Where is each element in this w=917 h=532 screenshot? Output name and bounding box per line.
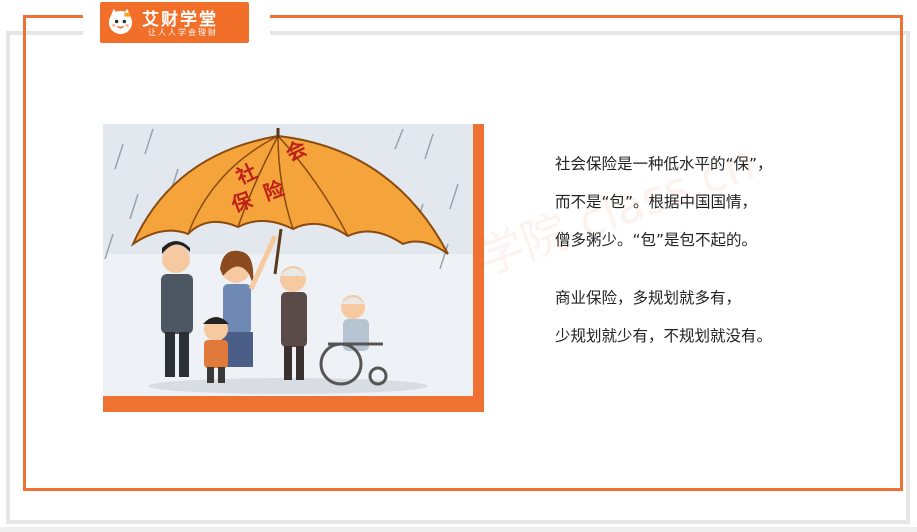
mother-figure xyxy=(220,234,278,367)
text-line: 商业保险，多规划就多有， xyxy=(555,289,742,307)
text-line: 社会保险是一种低水平的“保”， xyxy=(555,155,773,173)
bottom-bar xyxy=(0,527,917,532)
content-text: 社会保险是一种低水平的“保”， 而不是“包”。根据中国国情， 僧多粥少。“包”是… xyxy=(555,150,885,360)
child-figure xyxy=(203,317,229,383)
text-line: 而不是“包”。根据中国国情， xyxy=(555,193,758,211)
grandmother-wheelchair-figure xyxy=(319,295,388,386)
text-line: 僧多粥少。“包”是包不起的。 xyxy=(555,231,758,249)
slide-frame xyxy=(23,15,903,491)
text-line: 少规划就少有，不规划就没有。 xyxy=(555,327,773,345)
social-insurance-umbrella-illustration: 社 会 保 险 xyxy=(103,124,484,412)
logo-title: 艾财学堂 xyxy=(142,10,218,30)
outer-frame xyxy=(6,31,910,524)
logo-slogan: 让人人学会理财 xyxy=(148,28,218,37)
cat-mascot-icon xyxy=(108,8,133,35)
father-figure xyxy=(161,241,193,377)
logo: 艾财学堂 让人人学会理财 xyxy=(100,2,249,43)
grandfather-figure xyxy=(280,266,307,380)
logo-block: 艾财学堂 让人人学会理财 xyxy=(83,0,270,46)
